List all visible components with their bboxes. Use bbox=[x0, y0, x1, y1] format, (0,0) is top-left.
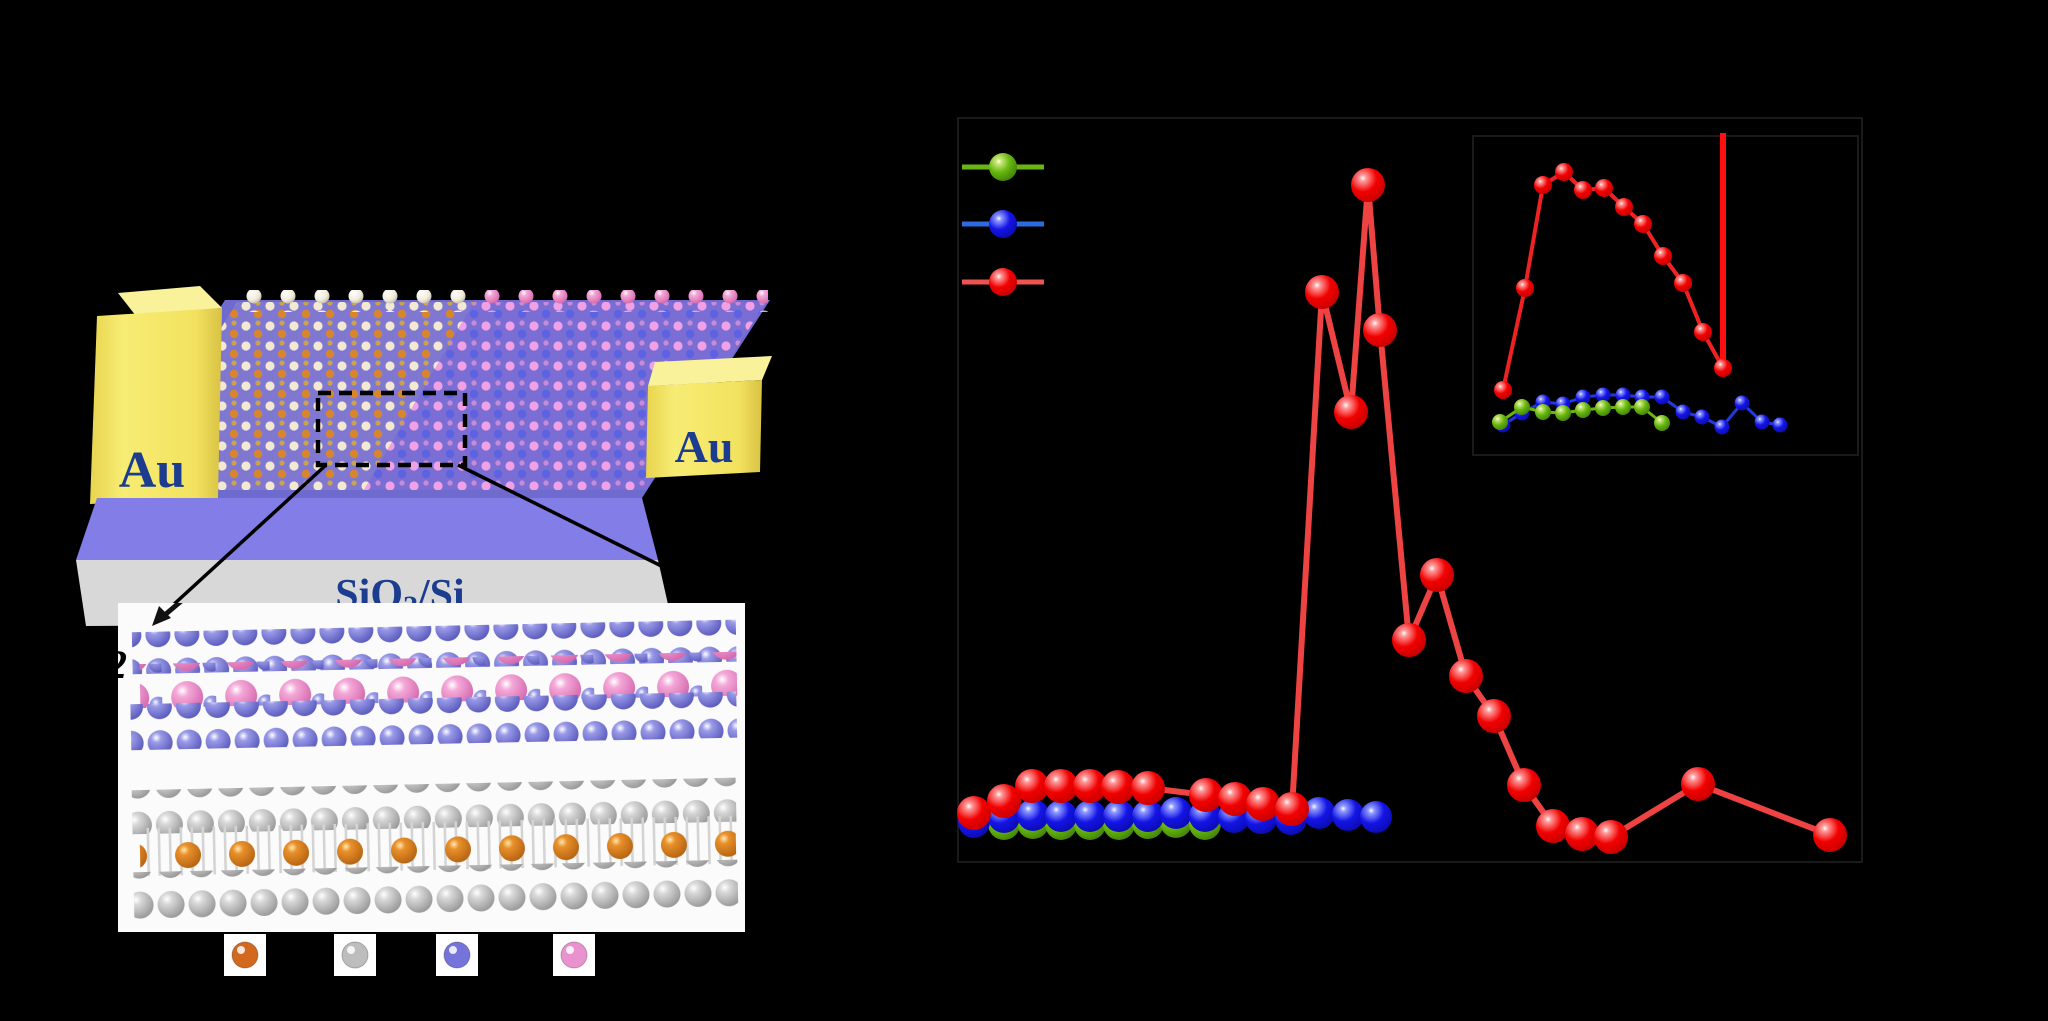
blue-atom bbox=[443, 941, 471, 969]
electrode-left: Au bbox=[90, 286, 222, 504]
main-point-red bbox=[1246, 787, 1280, 821]
main-point-red bbox=[1536, 809, 1570, 843]
electrode-right-label: Au bbox=[675, 421, 734, 472]
inset-point-blue bbox=[1734, 395, 1750, 411]
zoom-region-dashed-box bbox=[315, 390, 468, 468]
inset-point-green bbox=[1514, 399, 1530, 415]
inset-point-green bbox=[1555, 405, 1571, 421]
main-point-red bbox=[1101, 770, 1135, 804]
inset-point-blue bbox=[1615, 387, 1631, 403]
inset-point-blue bbox=[1595, 387, 1611, 403]
lattice-top-atoms-right bbox=[474, 290, 768, 312]
inset-point-red bbox=[1595, 179, 1613, 197]
inset-point-red bbox=[1534, 176, 1552, 194]
inset-point-red bbox=[1615, 198, 1633, 216]
orange-atom-highlight bbox=[237, 946, 245, 954]
main-point-red bbox=[987, 784, 1021, 818]
main-point-red bbox=[1681, 767, 1715, 801]
main-point-red bbox=[1477, 699, 1511, 733]
main-point-red bbox=[1351, 168, 1385, 202]
legend-marker-series-red bbox=[989, 268, 1017, 296]
main-point-blue bbox=[1103, 800, 1135, 832]
main-point-red bbox=[1275, 792, 1309, 826]
main-point-blue bbox=[1045, 800, 1077, 832]
legend-marker-series-green bbox=[989, 153, 1017, 181]
inset-point-blue bbox=[1714, 419, 1730, 435]
main-point-red bbox=[1218, 782, 1252, 816]
inset-point-green bbox=[1595, 400, 1611, 416]
main-point-red bbox=[1044, 769, 1078, 803]
blue-atom-highlight bbox=[449, 946, 457, 954]
atom-legend bbox=[224, 934, 595, 976]
inset-point-red bbox=[1654, 247, 1672, 265]
inset-point-blue bbox=[1754, 414, 1770, 430]
inset-point-green bbox=[1634, 399, 1650, 415]
inset-point-green bbox=[1615, 399, 1631, 415]
inset-point-red bbox=[1714, 359, 1732, 377]
inset-point-green bbox=[1575, 402, 1591, 418]
inset-point-red bbox=[1574, 181, 1592, 199]
main-point-red bbox=[1449, 659, 1483, 693]
electrode-right: Au bbox=[646, 356, 772, 478]
main-point-red bbox=[1813, 818, 1847, 852]
main-plot-frame bbox=[957, 117, 1863, 863]
layer-label-fragment: 2 bbox=[106, 642, 127, 687]
arrow-icon bbox=[152, 603, 183, 626]
main-point-red bbox=[1334, 395, 1368, 429]
gray-atom bbox=[341, 941, 369, 969]
inset-point-blue bbox=[1772, 417, 1788, 433]
orange-atom bbox=[231, 941, 259, 969]
main-point-red bbox=[1565, 817, 1599, 851]
inset-point-green bbox=[1492, 414, 1508, 430]
lattice-top-atoms-left bbox=[230, 290, 474, 312]
inset-point-blue bbox=[1694, 409, 1710, 425]
inset-point-blue bbox=[1675, 404, 1691, 420]
main-point-red bbox=[1594, 820, 1628, 854]
main-point-blue bbox=[1303, 797, 1335, 829]
inset-point-blue bbox=[1654, 389, 1670, 405]
main-point-red bbox=[957, 796, 991, 830]
inset-point-red bbox=[1494, 381, 1512, 399]
main-point-red bbox=[1073, 769, 1107, 803]
main-point-red bbox=[1131, 771, 1165, 805]
substrate-front-purple bbox=[76, 498, 658, 560]
main-point-blue bbox=[1160, 797, 1192, 829]
inset-point-red bbox=[1555, 163, 1573, 181]
inset-frame bbox=[1472, 135, 1859, 456]
main-point-red bbox=[1015, 769, 1049, 803]
crystal-top-layer bbox=[130, 619, 738, 751]
main-point-blue bbox=[1360, 801, 1392, 833]
inset-point-red bbox=[1634, 215, 1652, 233]
main-point-red bbox=[1420, 558, 1454, 592]
inset-point-red bbox=[1516, 279, 1534, 297]
main-point-blue bbox=[1332, 799, 1364, 831]
gray-atom-highlight bbox=[347, 946, 355, 954]
legend-marker-series-blue bbox=[989, 210, 1017, 238]
device-illustration: Au Au SiO2/Si bbox=[76, 286, 772, 626]
inset-point-green bbox=[1654, 415, 1670, 431]
inset-point-red bbox=[1694, 323, 1712, 341]
zoom-connector-left bbox=[170, 463, 328, 608]
pink-atom bbox=[560, 941, 588, 969]
main-line-red bbox=[972, 182, 1832, 840]
inset-point-green bbox=[1535, 404, 1551, 420]
main-point-red bbox=[1392, 623, 1426, 657]
main-point-blue bbox=[1017, 799, 1049, 831]
inset-point-red bbox=[1674, 274, 1692, 292]
main-point-red bbox=[1363, 313, 1397, 347]
main-point-blue bbox=[1132, 800, 1164, 832]
crystal-structure-panel: 2 bbox=[106, 603, 745, 976]
main-point-red bbox=[1189, 778, 1223, 812]
crystal-bottom-layer bbox=[131, 777, 739, 921]
zoom-connector-right bbox=[457, 463, 743, 608]
inset-point-blue bbox=[1575, 389, 1591, 405]
main-point-red bbox=[1507, 768, 1541, 802]
main-point-red bbox=[1305, 275, 1339, 309]
pink-atom-highlight bbox=[566, 946, 574, 954]
electrode-left-label: Au bbox=[119, 442, 185, 499]
main-point-blue bbox=[1074, 800, 1106, 832]
transfer-characteristics-chart bbox=[957, 117, 1863, 863]
